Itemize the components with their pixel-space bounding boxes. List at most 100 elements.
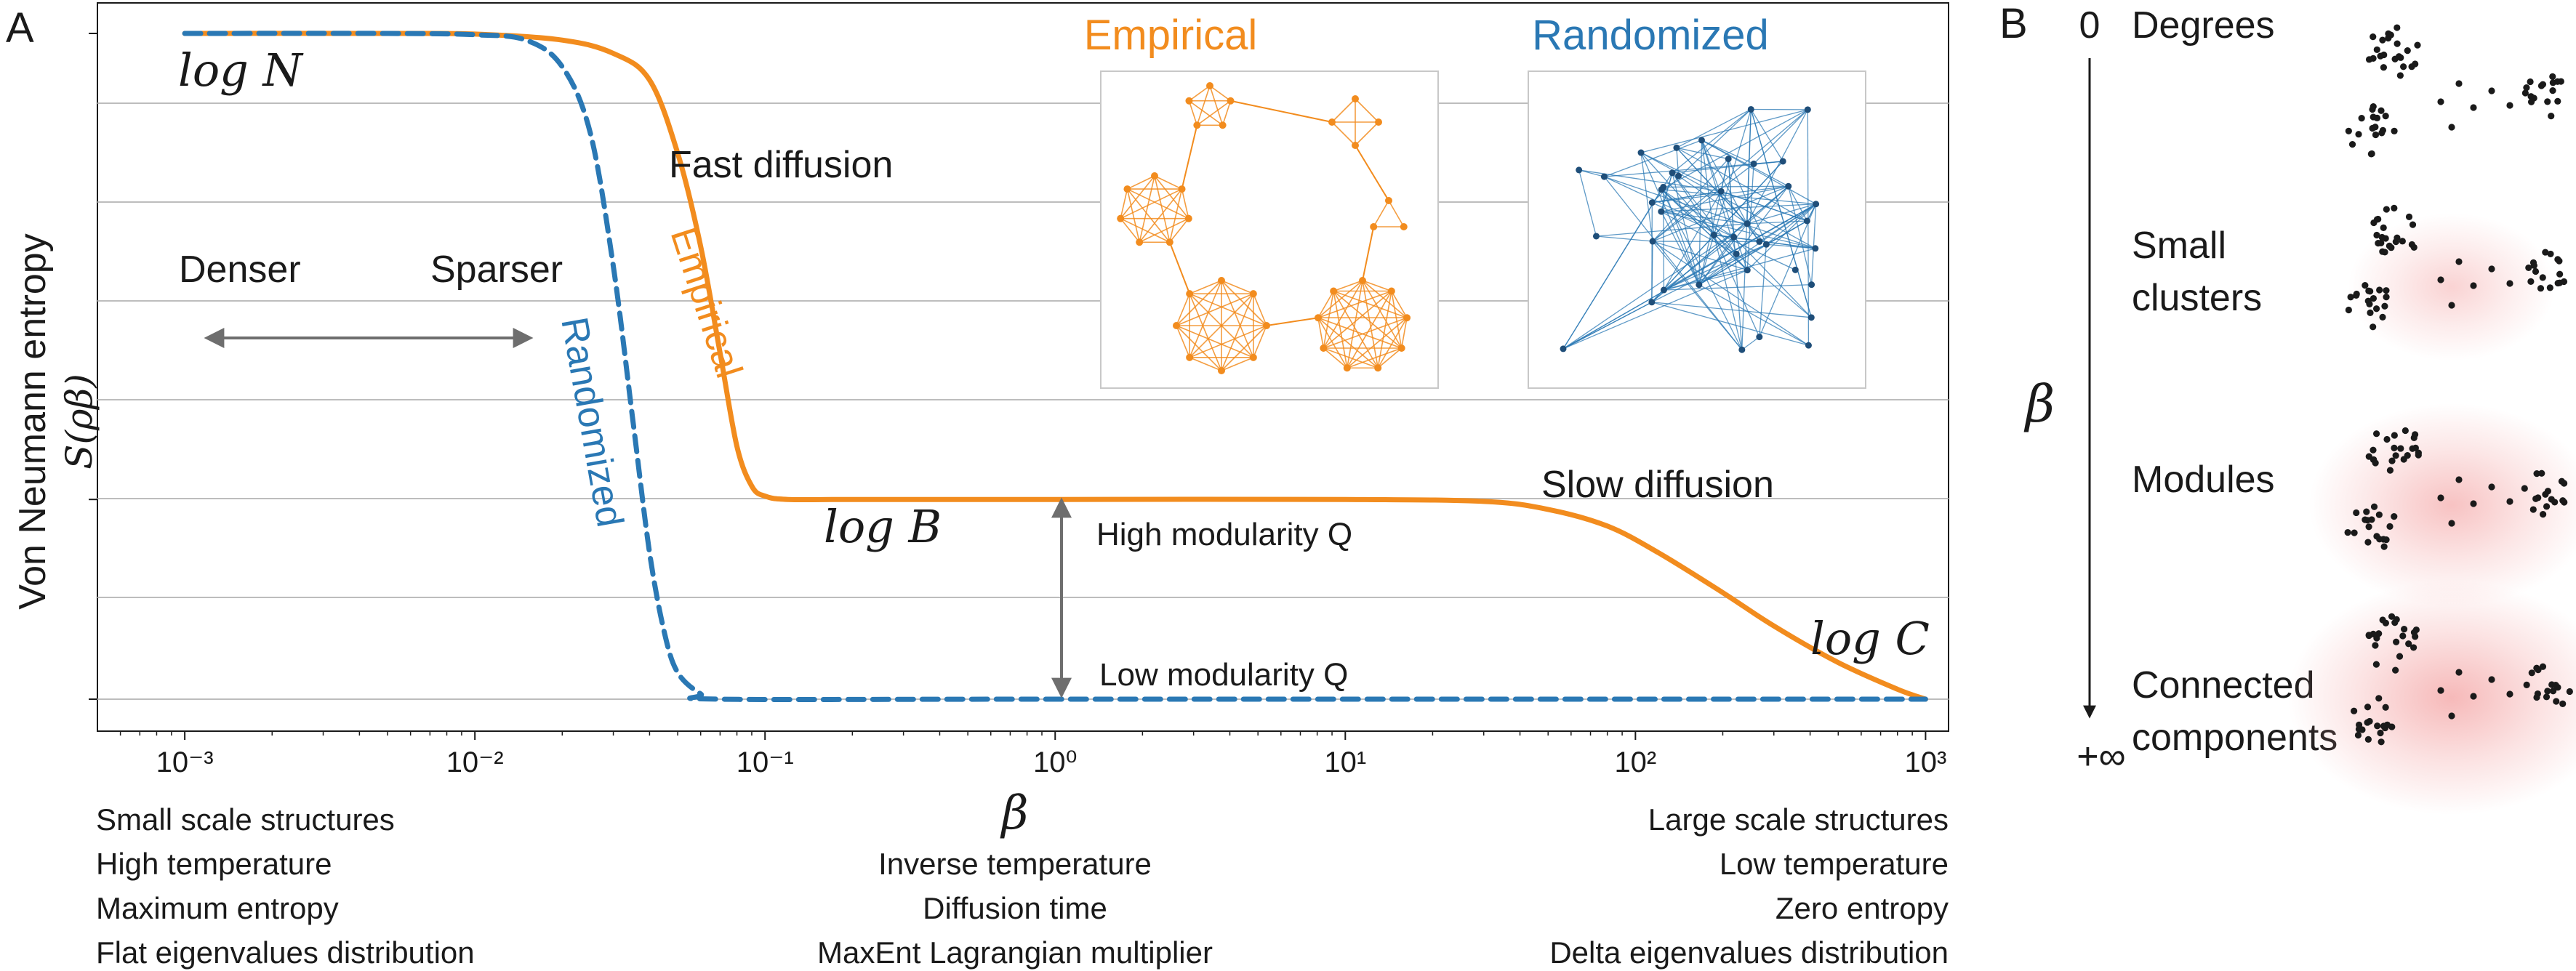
empirical-edge — [1333, 291, 1379, 368]
slow-diffusion-label: Slow diffusion — [1541, 464, 1774, 506]
stage-dot — [2539, 81, 2547, 88]
empirical-node — [1185, 97, 1193, 105]
stage-dot — [2380, 536, 2387, 543]
stage-dot — [2372, 459, 2379, 467]
stage-dot — [2367, 288, 2374, 295]
empirical-edge — [1347, 347, 1402, 369]
empirical-node — [1206, 82, 1213, 89]
randomized-node — [1744, 267, 1751, 274]
randomized-node — [1733, 250, 1740, 257]
stage-dot — [2373, 231, 2380, 239]
stage-dot — [2556, 257, 2563, 265]
randomized-node — [1648, 199, 1656, 206]
stage-1: Degrees — [2132, 4, 2564, 158]
randomized-edge — [1562, 302, 1653, 350]
stage-dot — [2353, 291, 2360, 299]
randomized-node — [1717, 188, 1725, 195]
randomized-edge — [1596, 235, 1653, 242]
y-axis-label-line2: S(ρβ) — [58, 374, 100, 470]
caption-center-line: MaxEnt Lagrangian multiplier — [817, 935, 1213, 970]
empirical-ring-edge — [1230, 100, 1333, 123]
stage-dot — [2546, 284, 2553, 291]
stage-dot — [2402, 427, 2409, 435]
stage-dot — [2354, 731, 2362, 739]
empirical-node — [1218, 367, 1225, 374]
empirical-edge — [1169, 188, 1183, 243]
randomized-edge — [1701, 140, 1748, 270]
stage-dot — [2437, 276, 2444, 283]
x-axis-label: β — [1000, 786, 1029, 840]
empirical-edge — [1323, 347, 1379, 369]
empirical-node — [1387, 287, 1395, 295]
empirical-edge — [1120, 188, 1182, 219]
stage-dot — [2397, 445, 2404, 452]
stage-dot — [2488, 87, 2495, 94]
randomized-edge — [1733, 236, 1812, 318]
stage-dot — [2527, 78, 2534, 86]
caption-left-line: High temperature — [96, 847, 332, 881]
randomized-node — [1744, 220, 1751, 227]
stage-dot — [2377, 729, 2384, 737]
randomized-edge — [1651, 302, 1812, 318]
stage-dot — [2412, 626, 2420, 634]
stage-dot — [2348, 141, 2356, 148]
empirical-edge — [1189, 357, 1222, 371]
stage-dot — [2556, 270, 2564, 278]
stage-label-line1: Connected — [2132, 664, 2315, 706]
randomized-edge — [1788, 185, 1807, 222]
empirical-edge — [1126, 188, 1171, 243]
stage-dot — [2399, 238, 2406, 245]
stage-dot — [2383, 721, 2391, 728]
empirical-node — [1400, 223, 1408, 230]
stage-dot — [2364, 704, 2372, 711]
stage-label-line1: Small — [2132, 225, 2226, 267]
empirical-edge — [1154, 175, 1182, 190]
stage-dot — [2400, 456, 2407, 463]
randomized-edge — [1664, 270, 1748, 291]
stage-dot — [2378, 233, 2386, 241]
randomized-node — [1592, 233, 1600, 240]
empirical-inset — [1100, 70, 1439, 389]
randomized-edge — [1676, 148, 1680, 177]
stage-dot — [2379, 248, 2386, 255]
stage-dot — [2375, 511, 2383, 518]
stage-dot — [2470, 104, 2477, 111]
randomized-node — [1675, 172, 1682, 180]
randomized-edge — [1676, 108, 1752, 148]
stage-dot — [2559, 497, 2567, 504]
empirical-edge — [1209, 85, 1224, 126]
stage-dot — [2566, 688, 2573, 696]
empirical-edge — [1221, 100, 1232, 126]
empirical-node — [1219, 121, 1227, 129]
stage-dot — [2410, 434, 2417, 441]
empirical-edge — [1317, 317, 1402, 349]
stage-dot — [2409, 221, 2417, 228]
stage-dot — [2535, 494, 2542, 501]
empirical-edge — [1362, 280, 1408, 318]
randomized-node — [1637, 149, 1645, 156]
stage-dot — [2364, 719, 2371, 726]
stage-dot — [2543, 693, 2551, 701]
empirical-node — [1123, 185, 1131, 193]
randomized-node — [1808, 281, 1815, 289]
empirical-edge — [1317, 318, 1325, 349]
randomized-network-graph — [1560, 105, 1820, 353]
stage-dot — [2370, 446, 2377, 454]
randomized-edge — [1750, 109, 1783, 162]
stage-dot — [2528, 669, 2535, 677]
randomized-edge — [1664, 243, 1767, 291]
randomized-node — [1725, 156, 1732, 163]
empirical-edge — [1221, 357, 1254, 371]
stage-dot — [2383, 287, 2390, 294]
empirical-edge — [1317, 317, 1379, 368]
randomized-edge — [1578, 169, 1722, 192]
stage-dot — [2506, 498, 2513, 505]
x-tick-label: 10⁻³ — [156, 746, 214, 778]
caption-right-line: Zero entropy — [1775, 891, 1949, 925]
randomized-edge — [1676, 147, 1807, 222]
caption-left-line: Maximum entropy — [96, 891, 339, 925]
stage-dot — [2557, 78, 2564, 85]
empirical-edge — [1221, 280, 1254, 294]
randomized-node — [1805, 342, 1812, 349]
stage-dot — [2358, 115, 2365, 122]
